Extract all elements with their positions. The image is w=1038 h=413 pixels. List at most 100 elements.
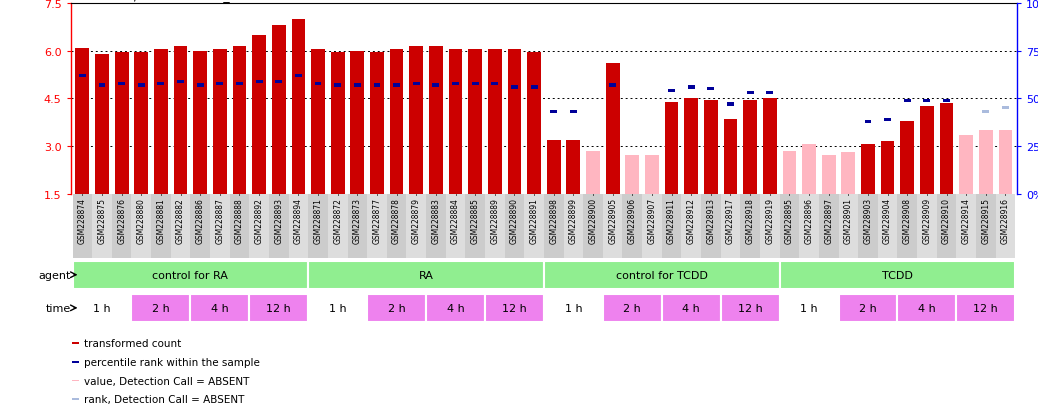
Text: GSM228887: GSM228887 (215, 197, 224, 243)
Bar (727, 103, 734, 107)
Bar (662, 194, 681, 258)
Text: GSM228875: GSM228875 (98, 197, 107, 243)
Bar (780, 262, 1015, 290)
Bar (73, 194, 92, 258)
Text: 2 h: 2 h (152, 303, 170, 313)
Bar (308, 295, 367, 323)
Bar (606, 64, 620, 194)
Bar (603, 295, 662, 323)
Text: GDS2965 / Dr.5418.2.S1_at: GDS2965 / Dr.5418.2.S1_at (71, 0, 242, 2)
Bar (701, 194, 720, 258)
Bar (723, 120, 737, 194)
Bar (453, 82, 459, 85)
Bar (564, 194, 583, 258)
Text: GSM228899: GSM228899 (569, 197, 578, 243)
Bar (334, 84, 342, 88)
Text: 2 h: 2 h (859, 303, 877, 313)
Bar (643, 194, 662, 258)
Bar (524, 194, 544, 258)
Bar (976, 194, 995, 258)
Bar (292, 20, 305, 194)
Bar (688, 86, 694, 89)
Bar (351, 52, 364, 194)
Bar (783, 151, 796, 194)
Bar (936, 194, 956, 258)
Bar (433, 84, 439, 88)
Bar (485, 194, 504, 258)
Bar (308, 194, 328, 258)
Text: GSM228919: GSM228919 (765, 197, 774, 243)
Text: GSM228911: GSM228911 (667, 197, 676, 243)
Text: GSM228913: GSM228913 (706, 197, 715, 243)
Bar (920, 107, 934, 194)
Text: GSM228893: GSM228893 (274, 197, 283, 243)
Bar (898, 295, 956, 323)
Bar (249, 295, 308, 323)
Bar (720, 194, 740, 258)
Text: GSM228895: GSM228895 (785, 197, 794, 243)
Text: GSM228915: GSM228915 (981, 197, 990, 243)
Bar (918, 194, 936, 258)
Text: 4 h: 4 h (918, 303, 936, 313)
Text: GSM228898: GSM228898 (549, 197, 558, 243)
Bar (289, 194, 308, 258)
Text: GSM228906: GSM228906 (628, 197, 636, 243)
Text: 12 h: 12 h (267, 303, 291, 313)
Bar (979, 131, 992, 194)
Bar (367, 295, 426, 323)
Bar (626, 156, 639, 194)
Bar (839, 194, 858, 258)
Bar (603, 194, 623, 258)
Bar (766, 92, 773, 95)
Text: 4 h: 4 h (211, 303, 228, 313)
Text: GSM228876: GSM228876 (117, 197, 127, 243)
Bar (544, 295, 603, 323)
Bar (73, 295, 132, 323)
Text: GSM228883: GSM228883 (432, 197, 440, 243)
Bar (367, 194, 387, 258)
Text: GSM228878: GSM228878 (392, 197, 401, 243)
Text: GSM228900: GSM228900 (589, 197, 598, 243)
Bar (900, 121, 914, 194)
Bar (132, 194, 152, 258)
Text: TCDD: TCDD (882, 270, 912, 280)
Bar (118, 82, 126, 85)
Bar (371, 53, 384, 194)
Text: GSM228918: GSM228918 (745, 197, 755, 243)
Text: GSM228879: GSM228879 (412, 197, 420, 243)
Bar (668, 90, 675, 93)
Text: GSM228908: GSM228908 (903, 197, 911, 243)
Bar (249, 194, 269, 258)
Text: GSM228871: GSM228871 (313, 197, 323, 243)
Bar (134, 53, 148, 194)
Bar (623, 194, 643, 258)
Bar (959, 135, 973, 194)
Bar (547, 140, 561, 194)
Bar (878, 194, 898, 258)
Bar (740, 194, 760, 258)
Bar (884, 119, 891, 121)
Text: GSM228891: GSM228891 (529, 197, 539, 243)
Text: GSM228882: GSM228882 (176, 197, 185, 243)
Bar (255, 81, 263, 83)
Bar (216, 82, 223, 85)
Text: 12 h: 12 h (738, 303, 763, 313)
Bar (409, 47, 424, 194)
Text: GSM228905: GSM228905 (608, 197, 618, 243)
Bar (544, 262, 780, 290)
Text: GSM228896: GSM228896 (804, 197, 814, 243)
Bar (471, 82, 479, 85)
Text: GSM228889: GSM228889 (490, 197, 499, 243)
Bar (504, 194, 524, 258)
Text: GSM228881: GSM228881 (157, 197, 165, 243)
Bar (862, 145, 875, 194)
Bar (780, 295, 839, 323)
Bar (904, 100, 910, 102)
Bar (819, 194, 839, 258)
Bar (95, 55, 109, 194)
Bar (393, 84, 400, 88)
Bar (799, 194, 819, 258)
Bar (387, 194, 407, 258)
Bar (426, 194, 445, 258)
Bar (664, 102, 679, 194)
